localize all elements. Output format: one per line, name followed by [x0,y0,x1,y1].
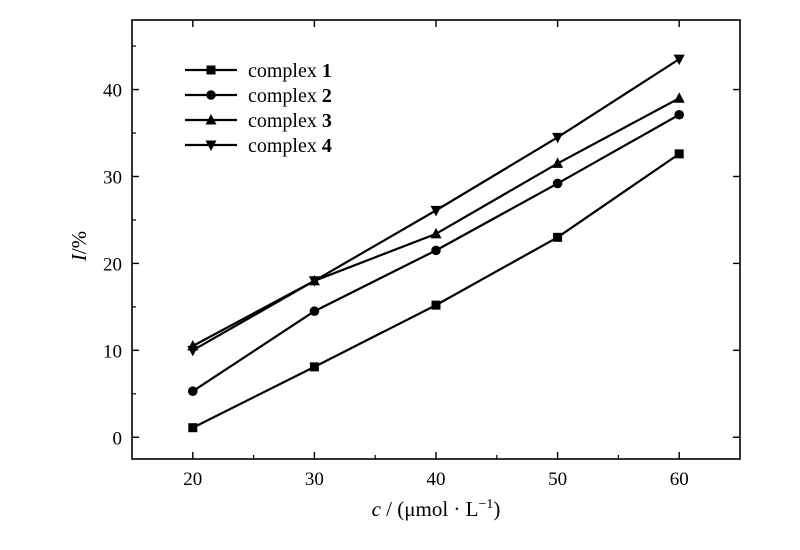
legend-marker [205,140,217,151]
series-layer [187,54,685,433]
y-axis-title: I/% [67,231,91,262]
data-point [553,232,563,242]
legend-label-num: 2 [322,85,332,107]
data-point [431,300,441,310]
y-tick-label: 10 [103,341,122,362]
legend-label: complex 4 [248,135,332,157]
legend-label-num: 4 [322,135,332,157]
series-line [192,152,680,429]
x-axis-title-sup: −1 [479,497,494,512]
legend-marker [205,114,217,125]
data-point [431,245,441,256]
data-point [552,132,564,144]
series-complex-2 [188,109,684,396]
x-tick-label: 60 [670,469,689,490]
series-complex-4 [187,54,685,357]
data-point [674,149,684,159]
data-point [674,109,684,120]
legend-marker [206,90,216,100]
plot-frame [131,19,741,460]
data-point [309,362,319,372]
legend-label: complex 2 [248,85,332,107]
y-axis-title-var: I [67,253,91,262]
data-point [187,345,199,357]
x-axis-title: c / (μmol · L−1) [372,497,501,521]
y-tick-label: 0 [113,428,123,449]
series-complex-3 [187,92,685,351]
data-point [309,306,320,317]
x-tick-label: 40 [427,469,446,490]
legend-label-name: complex [248,135,322,157]
y-tick-label: 30 [103,167,122,188]
y-axis-title-unit: /% [67,231,91,254]
x-axis-title-var: c [372,497,382,521]
data-point [673,54,685,66]
x-axis-title-close: ) [493,497,500,521]
x-tick-label: 50 [548,469,567,490]
series-complex-1 [188,149,684,433]
axes: 20 30 40 50 60 0 10 20 30 40 [103,19,741,490]
legend-label-name: complex [248,110,322,132]
data-point [188,423,198,433]
legend-item: complex 2 [185,85,332,107]
y-tick-label: 40 [103,81,122,102]
legend-label: complex 1 [248,60,332,82]
legend-label-num: 3 [322,110,332,132]
data-point [673,92,685,103]
legend-label: complex 3 [248,110,332,132]
legend-item: complex 1 [185,60,332,82]
legend-item: complex 4 [185,135,332,157]
data-point [308,276,320,287]
legend-marker [206,65,216,75]
legend-label-num: 1 [322,60,332,82]
data-point [552,157,564,168]
data-point [430,205,442,217]
y-tick-label: 20 [103,254,122,275]
data-point [430,227,442,239]
legend-label-name: complex [248,85,322,107]
data-point [552,178,563,189]
x-axis-title-unit: / (μmol · L [381,497,479,521]
legend-item: complex 3 [185,110,332,132]
x-tick-label: 30 [305,469,324,490]
data-point [188,386,198,396]
legend-label-name: complex [248,60,322,82]
x-tick-label: 20 [183,469,202,490]
